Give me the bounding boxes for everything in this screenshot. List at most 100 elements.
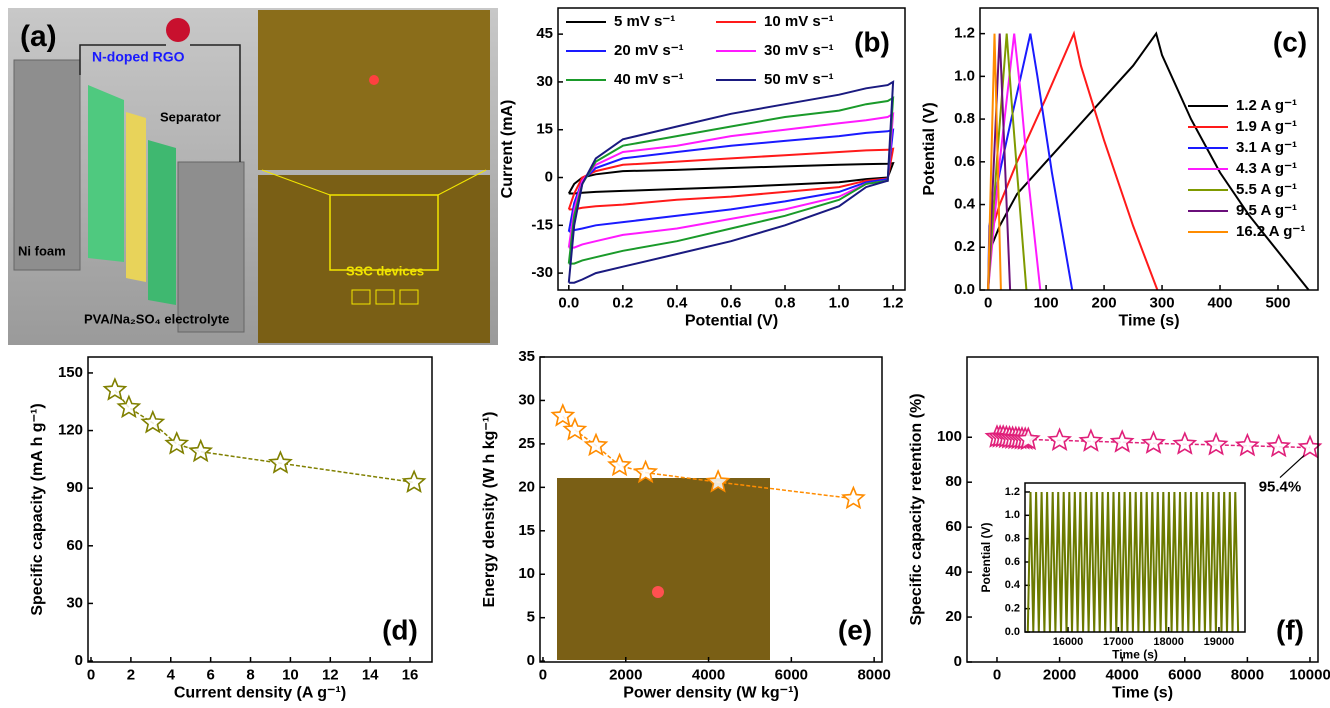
electrode [148, 140, 176, 305]
x-axis-title: Time (s) [1112, 685, 1173, 702]
x-tick-label: 0 [993, 666, 1001, 683]
x-tick-label: 10 [282, 666, 299, 683]
schematic-panel: (a) N-doped RGO Separator Ni foam PVA/Na… [8, 8, 498, 345]
point [1015, 426, 1041, 451]
led-light [369, 75, 379, 85]
legend-label: 3.1 A g⁻¹ [1236, 139, 1297, 156]
zoom-line [437, 169, 487, 196]
photo [258, 175, 490, 343]
y-tick-label: 20 [945, 608, 962, 625]
y-axis-title: Energy density (W h kg⁻¹) [481, 411, 498, 607]
x-tick-label: 14 [362, 666, 379, 683]
point [1078, 428, 1104, 452]
point [102, 377, 128, 401]
x-tick-label: 12 [322, 666, 339, 683]
series-line [987, 30, 1159, 291]
y-tick-label: 1.0 [954, 67, 975, 84]
plot-frame [539, 356, 883, 663]
y-tick-label: 90 [66, 479, 83, 496]
y-tick-label: 35 [518, 348, 535, 365]
x-axis-title: Potential (V) [685, 313, 778, 330]
y-tick-label: 0.4 [1005, 579, 1021, 591]
y-tick-label: 40 [945, 563, 962, 580]
series-line [567, 80, 895, 284]
point [1266, 433, 1292, 458]
y-axis-title: Potential (V) [921, 102, 938, 195]
panel-label: (a) [20, 20, 57, 53]
y-tick-label: 0.8 [1005, 533, 1020, 545]
zoom-line [261, 169, 331, 196]
x-tick-label: 19000 [1204, 636, 1235, 648]
y-tick-label: 60 [945, 518, 962, 535]
legend-label: 20 mV s⁻¹ [614, 42, 684, 59]
y-tick-label: 0 [545, 168, 553, 185]
series-line [114, 389, 415, 484]
series-line [987, 33, 1002, 291]
x-tick-label: 1.2 [883, 294, 904, 311]
panel-label: (c) [1273, 26, 1307, 57]
point [140, 409, 166, 434]
led-icon [166, 18, 190, 42]
x-tick-label: 200 [1092, 294, 1117, 311]
x-tick-label: 0.4 [666, 294, 688, 311]
x-tick-label: 0 [539, 666, 547, 683]
x-axis-title: Time (s) [1118, 313, 1179, 330]
point [550, 403, 576, 427]
x-tick-label: 0.8 [775, 294, 796, 311]
point [188, 438, 214, 463]
led-light [652, 586, 664, 598]
annotation-arrow [1279, 455, 1305, 479]
x-tick-label: 2 [127, 666, 135, 683]
x-tick-label: 300 [1150, 294, 1175, 311]
legend-label: 5 mV s⁻¹ [614, 13, 675, 30]
legend-label: 5.5 A g⁻¹ [1236, 181, 1297, 198]
x-tick-label: 8000 [857, 666, 890, 683]
y-tick-label: 30 [66, 594, 83, 611]
plot-frame [557, 7, 906, 291]
y-tick-label: 0.8 [954, 110, 975, 127]
series-line [567, 111, 895, 249]
legend-label: 30 mV s⁻¹ [764, 42, 834, 59]
y-tick-label: 0.4 [954, 196, 976, 213]
legend-label: 4.3 A g⁻¹ [1236, 160, 1297, 177]
y-tick-label: 20 [518, 478, 535, 495]
series-line [987, 33, 1012, 291]
x-tick-label: 6000 [775, 666, 808, 683]
point [607, 452, 632, 477]
x-tick-label: 18000 [1153, 636, 1184, 648]
point [1140, 430, 1166, 454]
x-tick-label: 0 [984, 294, 992, 311]
zoom-box [329, 194, 439, 271]
y-tick-label: 45 [536, 25, 553, 42]
y-tick-label: 120 [58, 422, 83, 439]
x-axis-title: Current density (A g⁻¹) [174, 685, 346, 702]
y-tick-label: -15 [531, 216, 553, 233]
point [705, 469, 731, 493]
plot-frame [87, 356, 433, 663]
legend-label: 1.9 A g⁻¹ [1236, 118, 1297, 135]
sem-image [13, 59, 81, 271]
x-tick-label: 4000 [692, 666, 725, 683]
label: Ni foam [18, 243, 66, 258]
plot-frame [966, 356, 1319, 663]
point [1047, 427, 1072, 452]
legend-label: 10 mV s⁻¹ [764, 13, 834, 30]
series-line [567, 162, 895, 195]
y-axis-title: Current (mA) [499, 100, 516, 199]
y-tick-label: 1.0 [1005, 509, 1020, 521]
x-tick-label: 2000 [1043, 666, 1076, 683]
point [401, 469, 427, 493]
y-axis-title: Potential (V) [979, 522, 993, 592]
y-tick-label: 80 [945, 473, 962, 490]
y-tick-label: 0.0 [954, 281, 975, 298]
separator [126, 112, 146, 282]
series-line [567, 147, 895, 211]
annotation: 95.4% [1259, 479, 1302, 496]
panel-label: (f) [1276, 614, 1304, 645]
label: Separator [160, 109, 221, 124]
y-tick-label: 1.2 [954, 25, 975, 42]
x-tick-label: 10000 [1289, 666, 1330, 683]
x-axis-title: Time (s) [1112, 647, 1158, 661]
x-tick-label: 4000 [1105, 666, 1138, 683]
